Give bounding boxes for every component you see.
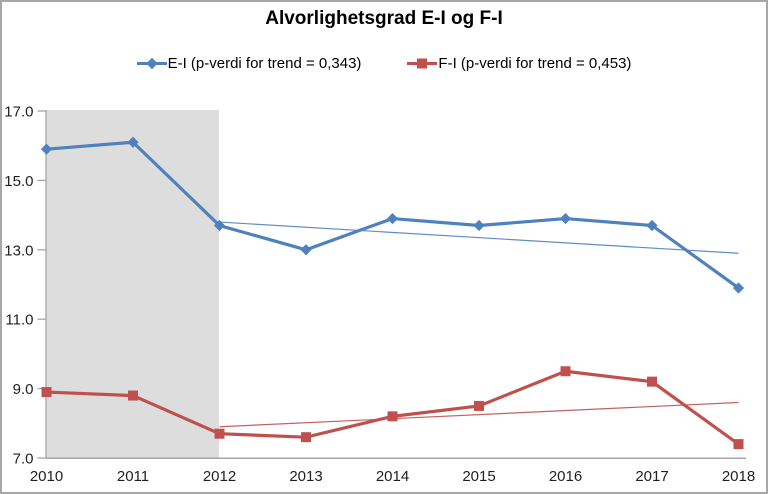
data-point-marker [300, 244, 312, 256]
fi-legend-label: F-I (p-verdi for trend = 0,453) [438, 55, 632, 72]
legend: E-I (p-verdi for trend = 0,343) F-I (p-v… [0, 55, 768, 72]
x-tick-label: 2018 [722, 468, 755, 485]
legend-item-ei: E-I (p-verdi for trend = 0,343) [136, 55, 362, 72]
f-i-trendline [219, 401, 739, 428]
data-point-marker [647, 376, 657, 387]
ei-line-diamond-icon [136, 57, 167, 70]
data-point-marker [474, 400, 484, 411]
data-point-marker [40, 143, 53, 155]
y-tick-label: 13.0 [4, 242, 33, 259]
x-tick-label: 2017 [635, 468, 668, 485]
data-point-marker [387, 411, 398, 422]
data-point-marker [646, 219, 658, 232]
y-tick-label: 11.0 [5, 312, 33, 329]
y-tick-label: 7.0 [13, 451, 34, 468]
x-tick-label: 2014 [376, 468, 409, 485]
y-tick-label: 17.0 [4, 104, 33, 121]
data-point-marker [732, 282, 745, 294]
fi-line-square-icon [407, 58, 438, 69]
data-point-marker [559, 212, 572, 225]
data-point-marker [473, 219, 485, 232]
y-tick-label: 15.0 [4, 173, 33, 190]
data-point-marker [41, 387, 52, 398]
chart-title: Alvorlighetsgrad E-I og F-I [265, 8, 503, 29]
x-tick-label: 2011 [117, 468, 149, 485]
data-point-marker [386, 212, 399, 225]
x-tick-label: 2016 [549, 468, 582, 485]
data-point-marker [127, 136, 139, 148]
x-tick-label: 2010 [30, 468, 63, 485]
e-i-trendline [219, 221, 739, 254]
ei-legend-label: E-I (p-verdi for trend = 0,343) [167, 55, 362, 72]
data-point-marker [733, 439, 744, 450]
y-tick-label: 9.0 [13, 381, 34, 398]
shaded-region [46, 110, 219, 458]
legend-item-fi: F-I (p-verdi for trend = 0,453) [407, 55, 631, 72]
x-tick-label: 2015 [462, 468, 495, 485]
data-point-marker [128, 390, 138, 401]
x-tick-label: 2012 [203, 468, 236, 485]
x-tick-label: 2013 [289, 468, 322, 485]
data-point-marker [560, 366, 571, 377]
data-point-marker [301, 432, 311, 443]
data-point-marker [214, 428, 225, 439]
data-point-marker [213, 219, 226, 232]
